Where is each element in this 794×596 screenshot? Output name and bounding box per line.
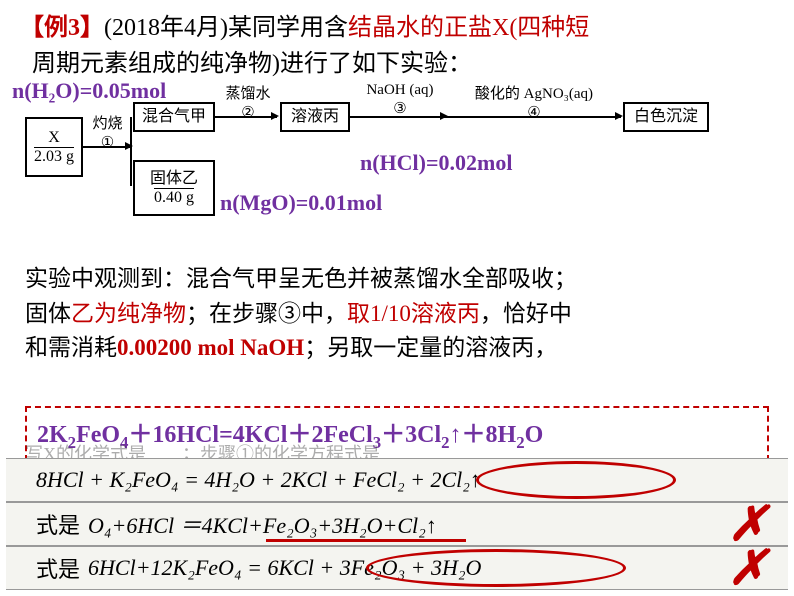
body-paragraph: 实验中观测到：混合气甲呈无色并被蒸馏水全部吸收； 固体乙为纯净物；在步骤③中，取…: [25, 262, 769, 366]
arrow-4-label: 酸化的 AgNO₃(aq)④: [449, 82, 619, 122]
wrong-x-3: ✗: [728, 540, 768, 596]
handwritten-area: 8HCl + K₂FeO₄ = 4H₂O + 2KCl + FeCl₂ + 2C…: [6, 458, 788, 590]
hw-text-2: O₄+6HCl ＝4KCl+Fe₂O₃+3H₂O+Cl₂↑: [88, 508, 437, 540]
body-1b-post: ，恰好中: [480, 301, 572, 326]
box-x-mass: 2.03 g: [34, 147, 74, 166]
hw-text-1: 8HCl + K₂FeO₄ = 4H₂O + 2KCl + FeCl₂ + 2C…: [36, 467, 481, 493]
body-1b-pre: 固体: [25, 301, 71, 326]
body-1b-mid: ；在步骤③中，: [186, 301, 347, 326]
title-highlight: 结晶水的正盐X(四种短: [348, 15, 589, 41]
date-label: (2018年4月): [104, 15, 228, 41]
body-1b-red1: 乙为纯净物: [71, 301, 186, 326]
wrong-mark-3: [366, 549, 626, 587]
box-solid-mass: 0.40 g: [154, 188, 194, 207]
hw-line-2: 式是 O₄+6HCl ＝4KCl+Fe₂O₃+3H₂O+Cl₂↑ ✗: [6, 502, 788, 546]
title-line2: 周期元素组成的纯净物)进行了如下实验：: [32, 51, 472, 77]
body-1a: 实验中观测到：混合气甲呈无色并被蒸馏水全部吸收；: [25, 266, 577, 291]
split-down: [130, 146, 132, 186]
box-precipitate: 白色沉淀: [623, 102, 709, 132]
arrow-1-label: 灼烧①: [85, 112, 130, 152]
box-x-label: X: [48, 128, 60, 147]
hw-pre-2: 式是: [36, 508, 80, 540]
body-1c-post: ；另取一定量的溶液丙，: [304, 335, 557, 360]
body-1b-red2: 取1/10溶液丙: [347, 301, 480, 326]
underline-2: [266, 539, 466, 542]
box-solid-label: 固体乙: [150, 169, 198, 188]
example-label: 【例3】: [20, 15, 104, 41]
split-up: [130, 117, 132, 147]
hw-line-1: 8HCl + K₂FeO₄ = 4H₂O + 2KCl + FeCl₂ + 2C…: [6, 458, 788, 502]
box-x: X 2.03 g: [25, 117, 83, 177]
annotation-mgo: n(MgO)=0.01mol: [220, 190, 382, 216]
arrow-2-label: 蒸馏水②: [213, 82, 283, 122]
box-solid: 固体乙 0.40 g: [133, 160, 215, 216]
problem-title: 【例3】(2018年4月)某同学用含结晶水的正盐X(四种短 周期元素组成的纯净物…: [0, 0, 794, 82]
body-1c-pre: 和需消耗: [25, 335, 117, 360]
hw-line-3: 式是 6HCl+12K₂FeO₄ = 6KCl + 3Fe₂O₃ + 3H₂O …: [6, 546, 788, 590]
box-gas: 混合气甲: [133, 102, 215, 132]
annotation-h2o: n(H₂O)=0.05mol: [12, 78, 166, 104]
wrong-mark-1: [476, 461, 676, 499]
arrow-3-label: NaOH (aq)③: [350, 82, 450, 118]
annotation-hcl: n(HCl)=0.02mol: [360, 150, 512, 176]
box-solution: 溶液丙: [280, 102, 350, 132]
body-1c-orange: 0.00200 mol NaOH: [117, 335, 304, 360]
title-part1: 某同学用含: [228, 15, 348, 41]
hw-pre-3: 式是: [36, 552, 80, 584]
